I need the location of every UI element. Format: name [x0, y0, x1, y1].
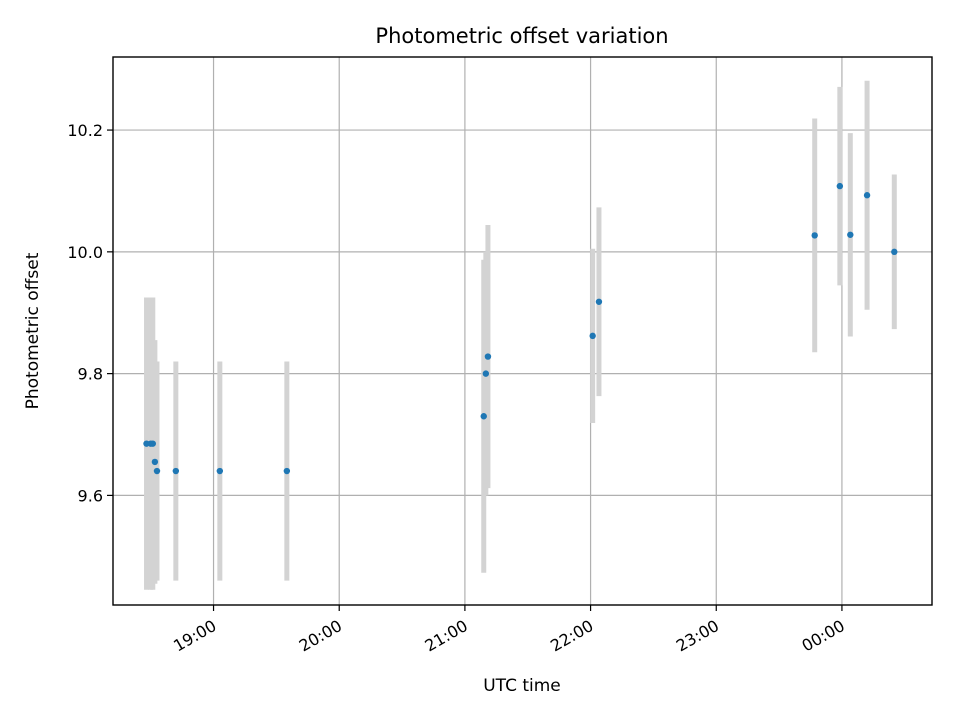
x-tick-label: 20:00: [296, 616, 345, 656]
plot-frame: [112, 56, 933, 606]
grid-layer: [113, 57, 932, 605]
data-point: [216, 467, 224, 475]
data-point: [595, 298, 603, 305]
data-point: [480, 413, 487, 420]
data-point: [172, 467, 180, 475]
data-point: [589, 332, 596, 340]
data-point: [863, 192, 871, 199]
y-tick-label: 10.2: [67, 121, 103, 140]
data-point: [149, 440, 156, 447]
data-point: [891, 248, 898, 256]
chart-title: Photometric offset variation: [375, 24, 668, 48]
y-tick-label: 9.6: [78, 486, 103, 505]
point-layer: [143, 182, 898, 475]
y-tick-label: 10.0: [67, 243, 103, 262]
data-point: [151, 458, 159, 466]
errorbar-layer: [144, 80, 897, 590]
data-point: [484, 353, 492, 360]
tick-layer: 19:00 20:00 21:00 22:00 23:00 00:00 9.6 9.8 10.0…: [67, 121, 848, 655]
x-axis-label: UTC time: [483, 676, 561, 696]
data-point: [847, 231, 854, 238]
data-point: [283, 467, 291, 475]
data-point: [153, 467, 161, 475]
x-tick-label: 21:00: [421, 616, 470, 656]
y-tick-label: 9.8: [78, 365, 103, 384]
data-point: [836, 182, 844, 190]
y-axis-label: Photometric offset: [23, 252, 43, 409]
x-tick-label: 23:00: [673, 616, 722, 656]
x-tick-label: 22:00: [547, 616, 596, 656]
data-point: [811, 232, 818, 239]
x-tick-label: 00:00: [798, 616, 847, 656]
x-tick-label: 19:00: [170, 616, 219, 656]
data-point: [482, 370, 490, 377]
